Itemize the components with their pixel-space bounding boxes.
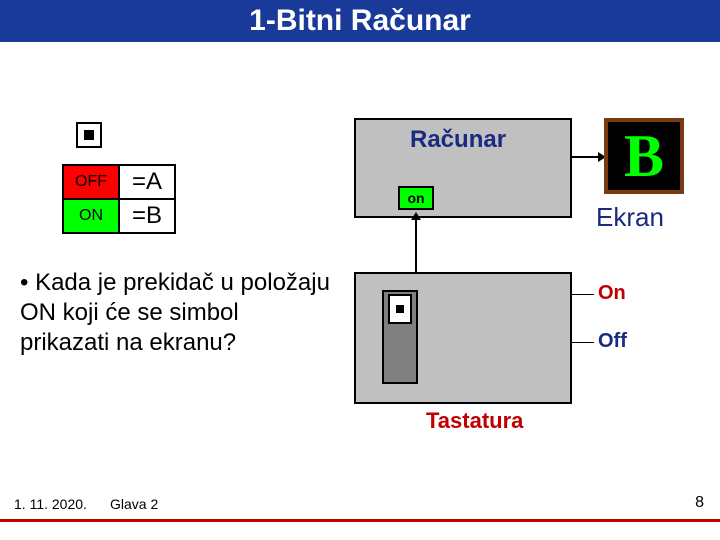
ekran-label: Ekran [596,202,664,233]
arrow-up-icon [411,212,421,220]
checkbox-dot [84,130,94,140]
tastatura-label: Tastatura [426,408,523,434]
racunar-on-port: on [398,186,434,210]
switch-on-label: On [598,282,626,305]
footer-page-number: 8 [695,494,704,512]
racunar-label: Računar [410,126,506,154]
legend-on-val: =B [119,199,175,233]
footer-date: 1. 11. 2020. [14,496,87,512]
switch-knob-dot [396,305,404,313]
footer-chapter: Glava 2 [110,496,158,512]
wire-switch-racunar [415,218,417,272]
guide-on-line [572,294,594,295]
ekran-screen: B [604,118,684,194]
checkbox-icon [76,122,102,148]
ekran-output: B [624,126,664,186]
legend-off-cell: OFF [63,165,119,199]
legend-on-cell: ON [63,199,119,233]
legend-off-val: =A [119,165,175,199]
switch-knob[interactable] [388,294,412,324]
footer-divider [0,519,720,522]
slide-title: 1-Bitni Računar [249,4,471,38]
question-text: • Kada je prekidač u položaju ON koji će… [20,268,330,358]
guide-off-line [572,342,594,343]
title-bar: 1-Bitni Računar [0,0,720,42]
legend-table: OFF =A ON =B [62,164,176,234]
switch-off-label: Off [598,330,627,353]
